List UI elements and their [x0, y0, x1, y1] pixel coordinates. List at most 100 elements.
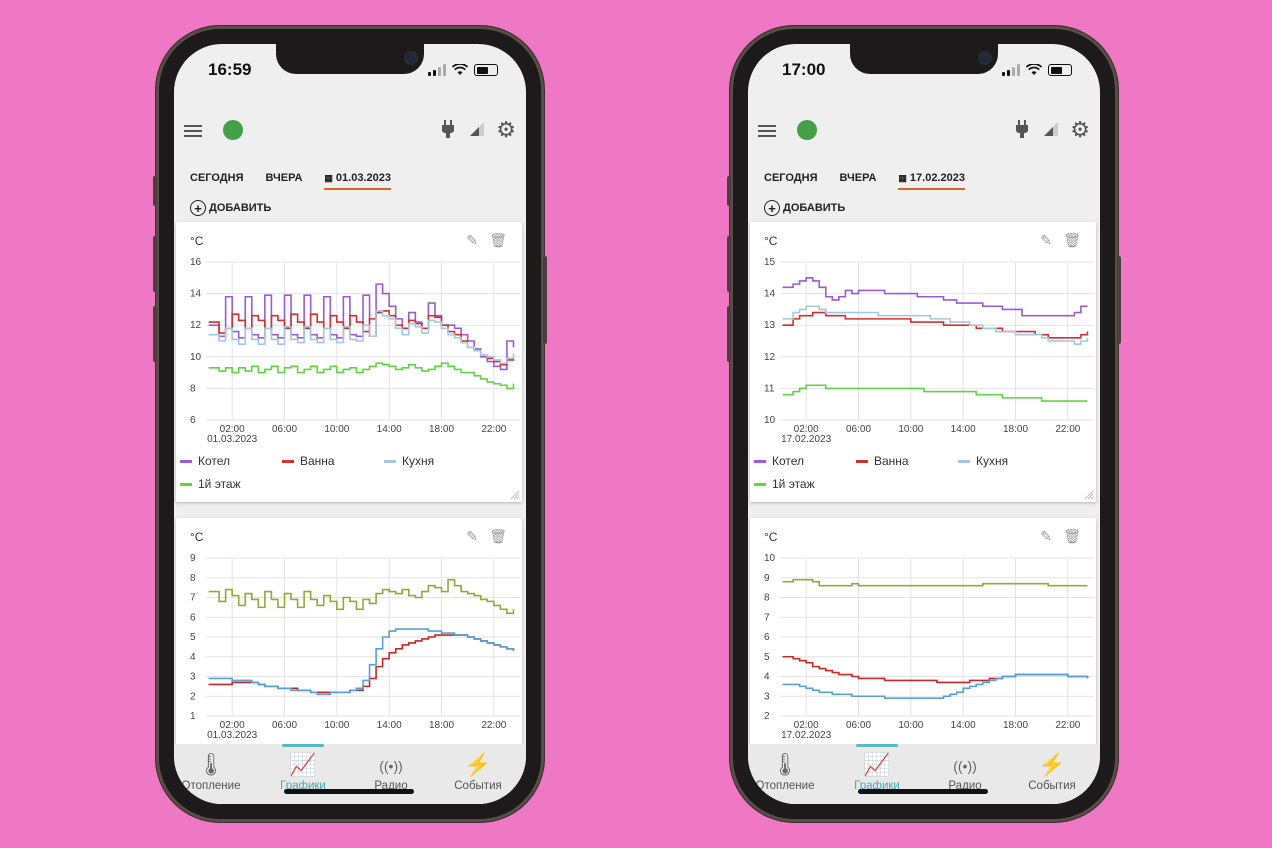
- resize-handle-icon[interactable]: [1084, 490, 1094, 500]
- nav-label: Отопление: [181, 780, 241, 792]
- tab-date-label: 17.02.2023: [909, 172, 965, 184]
- delete-icon[interactable]: 🗑: [489, 528, 507, 544]
- phone-side-button: [543, 256, 547, 344]
- cellular-signal-icon: [1002, 64, 1020, 76]
- delete-icon[interactable]: 🗑: [1063, 528, 1081, 544]
- cellular-signal-icon: [428, 64, 446, 76]
- legend-item[interactable]: Кухня: [958, 454, 1008, 468]
- x-tick-label: 10:00: [324, 720, 349, 731]
- gear-icon[interactable]: ⚙: [1070, 117, 1090, 142]
- series-line: [208, 362, 515, 390]
- add-chart-button[interactable]: + ДОБАВИТЬ: [764, 200, 845, 216]
- home-indicator: [284, 789, 414, 794]
- y-tick-label: 4: [190, 652, 196, 663]
- x-tick-label: 22:00: [481, 424, 506, 435]
- tab-date-picker[interactable]: ▦ 17.02.2023: [898, 172, 965, 190]
- legend-item[interactable]: Кухня: [384, 454, 434, 468]
- x-tick-label: 18:00: [429, 720, 454, 731]
- y-tick-label: 3: [190, 672, 196, 683]
- y-tick-label: 12: [764, 352, 776, 363]
- y-tick-label: 9: [190, 553, 196, 564]
- home-indicator: [858, 789, 988, 794]
- series-line: [782, 578, 1088, 587]
- nav-item-radio[interactable]: ((•)) Радио: [925, 752, 1005, 792]
- chart-card: °C ✎ 🗑 1 2 3 4 5 6 7 8 9 02:00 06:00 10:00 14:00 18:0…: [176, 518, 522, 748]
- nav-item-charts[interactable]: 📈 Графики: [837, 752, 917, 792]
- calendar-icon: ▦: [324, 173, 333, 183]
- edit-icon[interactable]: ✎: [466, 232, 478, 248]
- legend-item[interactable]: Ванна: [282, 454, 335, 468]
- line-chart: 6 8 10 12 14 16 02:00 06:00 10:00 14:00 18:00 22:00…: [190, 257, 520, 445]
- date-tabs: СЕГОДНЯ ВЧЕРА ▦ 01.03.2023: [190, 172, 391, 190]
- battery-icon: [1048, 64, 1072, 76]
- x-tick-label: 14:00: [377, 720, 402, 731]
- nav-item-heating[interactable]: 🌡 Отопление: [174, 752, 251, 792]
- delete-icon[interactable]: 🗑: [489, 232, 507, 248]
- edit-icon[interactable]: ✎: [1040, 528, 1052, 544]
- tab-today[interactable]: СЕГОДНЯ: [764, 172, 818, 184]
- series-line: [782, 655, 1089, 684]
- y-tick-label: 6: [764, 632, 770, 643]
- y-tick-label: 10: [764, 553, 776, 564]
- edit-icon[interactable]: ✎: [466, 528, 478, 544]
- lightning-icon: ⚡: [1038, 752, 1066, 777]
- y-tick-label: 4: [764, 672, 770, 683]
- nav-active-indicator: [282, 744, 324, 747]
- y-tick-label: 14: [764, 289, 776, 300]
- phone-side-button: [153, 306, 157, 362]
- delete-icon[interactable]: 🗑: [1063, 232, 1081, 248]
- chart-card: °C ✎ 🗑 2 3 4 5 6 7 8 9 10 02:00 06:00 10:00 14:00 18:…: [750, 518, 1096, 748]
- series-line: [782, 384, 1088, 402]
- menu-icon[interactable]: [758, 122, 776, 140]
- app-bar: ⚙: [174, 116, 526, 152]
- series-line: [208, 310, 515, 364]
- x-tick-label: 18:00: [429, 424, 454, 435]
- resize-handle-icon[interactable]: [510, 490, 520, 500]
- y-tick-label: 16: [190, 257, 202, 268]
- status-time: 16:59: [208, 60, 252, 79]
- tab-today[interactable]: СЕГОДНЯ: [190, 172, 244, 184]
- x-tick-label: 10:00: [898, 424, 923, 435]
- y-tick-label: 9: [764, 573, 770, 584]
- nav-item-events[interactable]: ⚡ События: [1012, 752, 1092, 792]
- x-tick-label: 02:00: [220, 424, 245, 435]
- edit-icon[interactable]: ✎: [1040, 232, 1052, 248]
- nav-item-heating[interactable]: 🌡 Отопление: [748, 752, 825, 792]
- tab-yesterday[interactable]: ВЧЕРА: [265, 172, 303, 184]
- legend-item[interactable]: Ванна: [856, 454, 909, 468]
- legend-item[interactable]: 1й этаж: [754, 477, 815, 491]
- y-tick-label: 6: [190, 612, 196, 623]
- x-tick-label: 02:00: [794, 424, 819, 435]
- y-tick-label: 2: [764, 711, 770, 722]
- radio-icon: ((•)): [379, 758, 403, 774]
- x-tick-label: 18:00: [1003, 720, 1028, 731]
- x-tick-label: 06:00: [846, 720, 871, 731]
- notch: [850, 44, 998, 74]
- legend-item[interactable]: Котел: [754, 454, 804, 468]
- tab-yesterday[interactable]: ВЧЕРА: [839, 172, 877, 184]
- legend-item[interactable]: 1й этаж: [180, 477, 241, 491]
- series-line: [208, 634, 515, 694]
- bottom-nav: 🌡 Отопление 📈 Графики ((•)) Радио ⚡ События: [174, 744, 526, 804]
- bottom-nav: 🌡 Отопление 📈 Графики ((•)) Радио ⚡ События: [748, 744, 1100, 804]
- x-tick-label: 14:00: [377, 424, 402, 435]
- gear-icon[interactable]: ⚙: [496, 117, 516, 142]
- y-tick-label: 5: [190, 632, 196, 643]
- series-line: [208, 628, 515, 696]
- battery-icon: [474, 64, 498, 76]
- nav-item-events[interactable]: ⚡ События: [438, 752, 518, 792]
- legend-label: 1й этаж: [772, 477, 815, 491]
- tab-date-label: 01.03.2023: [335, 172, 391, 184]
- legend-swatch: [282, 459, 294, 463]
- legend-item[interactable]: Котел: [180, 454, 230, 468]
- add-chart-button[interactable]: + ДОБАВИТЬ: [190, 200, 271, 216]
- x-tick-label: 22:00: [1055, 424, 1080, 435]
- legend-label: Котел: [772, 454, 805, 468]
- nav-active-indicator: [856, 744, 898, 747]
- status-bar: 17:00: [782, 60, 1072, 82]
- y-tick-label: 3: [764, 691, 770, 702]
- nav-item-charts[interactable]: 📈 Графики: [263, 752, 343, 792]
- menu-icon[interactable]: [184, 122, 202, 140]
- nav-item-radio[interactable]: ((•)) Радио: [351, 752, 431, 792]
- tab-date-picker[interactable]: ▦ 01.03.2023: [324, 172, 391, 190]
